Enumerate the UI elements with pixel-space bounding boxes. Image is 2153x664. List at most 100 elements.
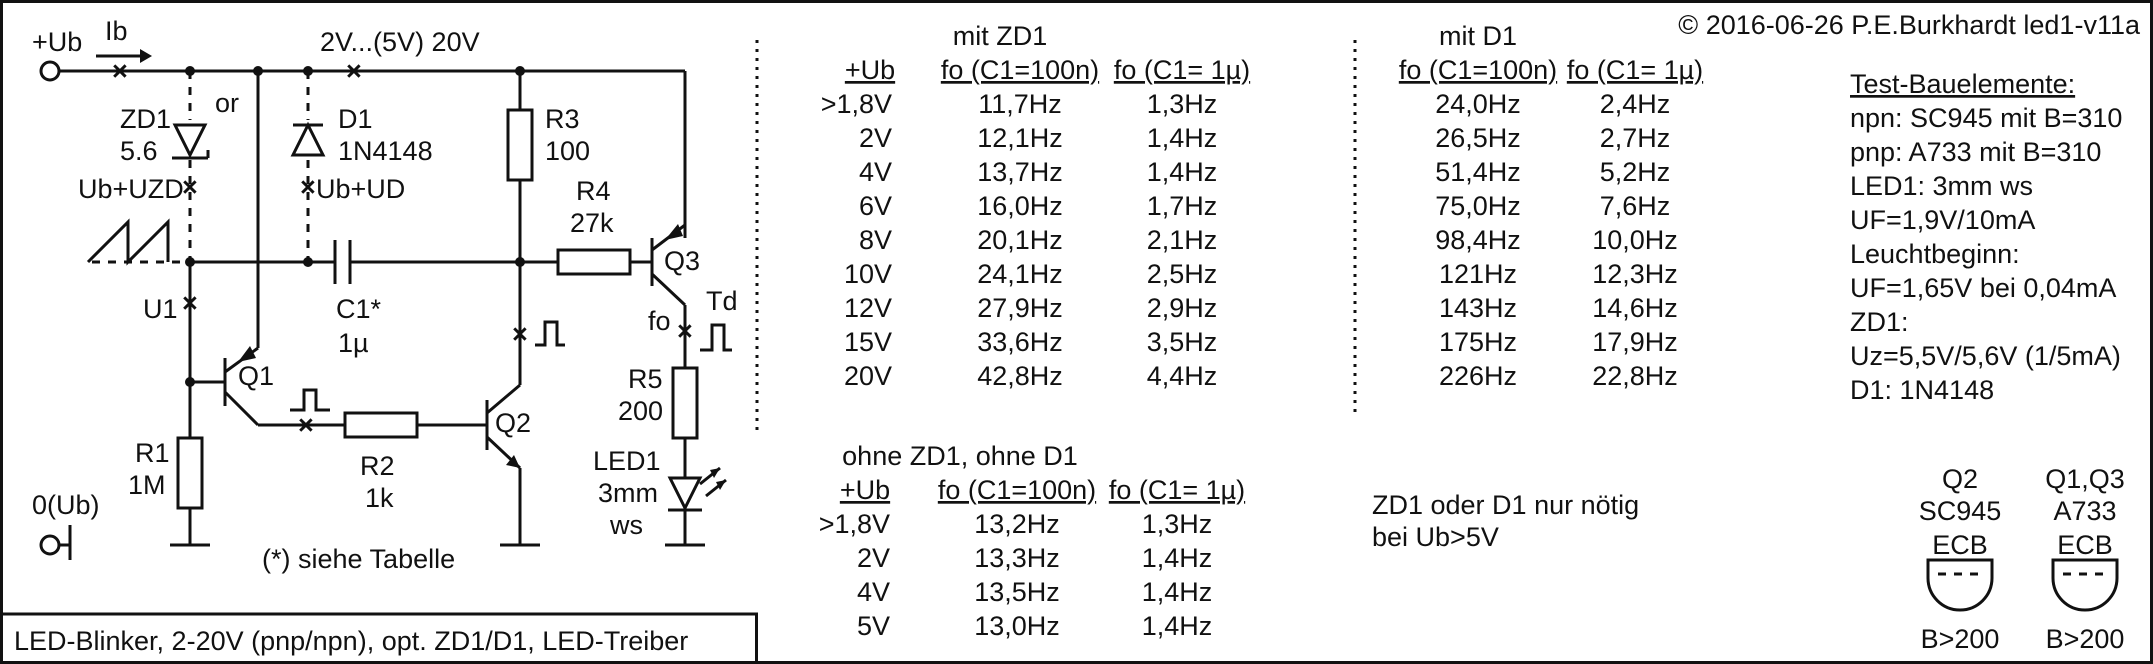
table-cell: 2,9Hz [1147,293,1218,323]
table-d1: mit D1 fo (C1=100n) fo (C1= 1µ) 24,0Hz 2,… [1399,21,1703,391]
table-d1-header: fo (C1=100n) [1399,55,1557,85]
svg-text:×: × [346,56,362,86]
svg-text:×: × [112,56,128,86]
r2-value: 1k [365,483,394,513]
or-label: or [215,88,239,118]
table-cell: 22,8Hz [1592,361,1678,391]
table-cell: 20,1Hz [977,225,1063,255]
table-cell: 24,0Hz [1435,89,1521,119]
table-cell: 1,7Hz [1147,191,1218,221]
table-cell: 75,0Hz [1435,191,1521,221]
package-pins: ECB [1932,530,1988,560]
table-cell: 2,5Hz [1147,259,1218,289]
ub-ud-label: Ub+UD [316,174,405,204]
table-zd1: mit ZD1 +Ub fo (C1=100n) fo (C1= 1µ) >1,… [821,21,1250,391]
table-cell: 226Hz [1439,361,1517,391]
table-cell: 12,1Hz [977,123,1063,153]
package-part: SC945 [1919,496,2002,526]
package-q2: Q2 SC945 ECB B>200 [1919,464,2002,654]
table-d1-header: fo (C1= 1µ) [1567,55,1703,85]
table-cell: 15V [844,327,892,357]
r4-resistor [556,248,632,276]
table-cell: 1,4Hz [1142,611,1213,641]
table-cell: 2,7Hz [1600,123,1671,153]
r1-value: 1M [128,470,166,500]
table-cell: 12,3Hz [1592,259,1678,289]
table-cell: 98,4Hz [1435,225,1521,255]
svg-text:×: × [182,288,198,318]
footnote-text: (*) siehe Tabelle [262,544,455,574]
zd1-label: ZD1 [120,104,171,134]
c1-label: C1* [336,294,382,324]
ub-terminal [39,60,61,82]
table-none-header: +Ub [840,475,890,505]
table-cell: 10V [844,259,892,289]
led1-diode [667,476,703,512]
r4-label: R4 [576,176,611,206]
table-cell: 4,4Hz [1147,361,1218,391]
svg-text:×: × [677,316,693,346]
svg-text:×: × [298,410,314,440]
ub-label: +Ub [32,27,82,57]
q3-label: Q3 [664,246,700,276]
table-none-header: fo (C1= 1µ) [1109,475,1245,505]
package-name: Q1,Q3 [2045,464,2125,494]
table-cell: 20V [844,361,892,391]
table-cell: 2,4Hz [1600,89,1671,119]
table-cell: 27,9Hz [977,293,1063,323]
test-line: Uz=5,5V/5,6V (1/5mA) [1850,341,2121,371]
table-cell: 1,4Hz [1142,543,1213,573]
sawtooth-waveform [86,218,170,266]
test-line: Leuchtbeginn: [1850,239,2020,269]
table-cell: 26,5Hz [1435,123,1521,153]
r3-resistor [506,108,534,182]
r5-label: R5 [628,364,663,394]
fo-label: fo [648,306,671,336]
pulse-waveform-q3 [700,323,732,352]
r2-label: R2 [360,451,395,481]
package-pins: ECB [2057,530,2113,560]
led1-color: ws [609,510,643,540]
table-cell: 6V [859,191,892,221]
table-cell: 42,8Hz [977,361,1063,391]
table-cell: 4V [857,577,890,607]
table-cell: 13,5Hz [974,577,1060,607]
test-line: LED1: 3mm ws [1850,171,2033,201]
to92-package-icon [2051,558,2119,612]
table-cell: 1,4Hz [1147,123,1218,153]
note-line: bei Ub>5V [1372,522,1499,552]
r1-resistor [176,436,204,510]
table-cell: 12V [844,293,892,323]
table-cell: 1,3Hz [1142,509,1213,539]
table-none-title: ohne ZD1, ohne D1 [842,441,1078,471]
table-cell: 10,0Hz [1592,225,1678,255]
table-cell: 8V [859,225,892,255]
r5-resistor [671,366,699,440]
table-cell: 1,3Hz [1147,89,1218,119]
table-cell: 2V [859,123,892,153]
led1-label: LED1 [593,446,661,476]
c1-value: 1µ [338,328,369,358]
table-cell: 24,1Hz [977,259,1063,289]
table-zd1-header: fo (C1= 1µ) [1114,55,1250,85]
r4-value: 27k [570,208,614,238]
package-gain: B>200 [2046,624,2125,654]
table-cell: >1,8V [819,509,890,539]
svg-text:×: × [300,172,316,202]
r5-value: 200 [618,396,663,426]
svg-text:×: × [512,319,528,349]
table-cell: 121Hz [1439,259,1517,289]
table-cell: 51,4Hz [1435,157,1521,187]
pulse-waveform-r2 [290,388,330,412]
ub-uzd-label: Ub+UZD [78,174,184,204]
test-line: ZD1: [1850,307,1909,337]
zd1-value: 5.6 [120,136,158,166]
title-box [0,612,758,664]
table-cell: 175Hz [1439,327,1517,357]
table-none-header: fo (C1=100n) [938,475,1096,505]
table-zd1-header: +Ub [845,55,895,85]
table-zd1-title: mit ZD1 [953,21,1048,51]
table-zd1-header: fo (C1=100n) [941,55,1099,85]
